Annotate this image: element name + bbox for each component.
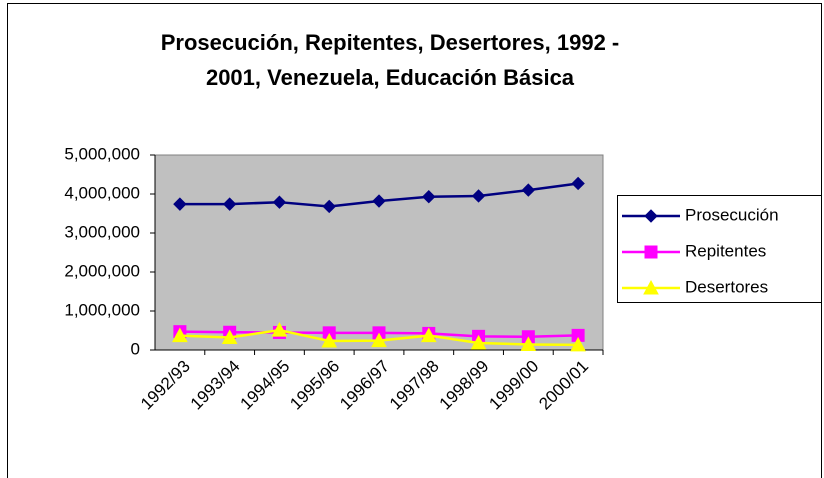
y-tick-label: 5,000,000 bbox=[64, 144, 140, 163]
triangle-marker bbox=[520, 336, 537, 352]
triangle-marker bbox=[570, 336, 586, 352]
diamond-marker bbox=[571, 176, 585, 191]
diamond-marker bbox=[644, 209, 658, 223]
triangle-marker bbox=[172, 327, 188, 343]
y-tick-label: 3,000,000 bbox=[64, 222, 140, 241]
triangle-marker bbox=[371, 332, 387, 348]
legend-label: Prosecución bbox=[685, 205, 779, 224]
triangle-marker bbox=[271, 322, 288, 337]
triangle-marker bbox=[221, 329, 238, 345]
diamond-marker bbox=[471, 189, 486, 203]
diamond-marker bbox=[422, 190, 436, 204]
y-tick-label: 4,000,000 bbox=[64, 183, 140, 202]
diamond-marker bbox=[372, 194, 386, 208]
legend-label: Desertores bbox=[685, 277, 768, 296]
y-tick-label: 2,000,000 bbox=[64, 261, 140, 280]
triangle-marker bbox=[321, 332, 338, 348]
triangle-marker bbox=[470, 334, 487, 350]
chart-title: Prosecución, Repitentes, Desertores, 199… bbox=[161, 30, 620, 55]
diamond-marker bbox=[222, 197, 237, 211]
diamond-marker bbox=[272, 195, 287, 209]
y-tick-label: 0 bbox=[131, 339, 140, 358]
plot-area bbox=[154, 154, 604, 351]
triangle-marker bbox=[643, 279, 659, 295]
square-marker bbox=[644, 245, 658, 259]
diamond-marker bbox=[322, 199, 336, 214]
chart-title: 2001, Venezuela, Educación Básica bbox=[206, 65, 575, 90]
diamond-marker bbox=[521, 183, 536, 197]
triangle-marker bbox=[420, 327, 437, 343]
diamond-marker bbox=[173, 197, 187, 211]
y-tick-label: 1,000,000 bbox=[64, 300, 140, 319]
legend-label: Repitentes bbox=[685, 241, 766, 260]
